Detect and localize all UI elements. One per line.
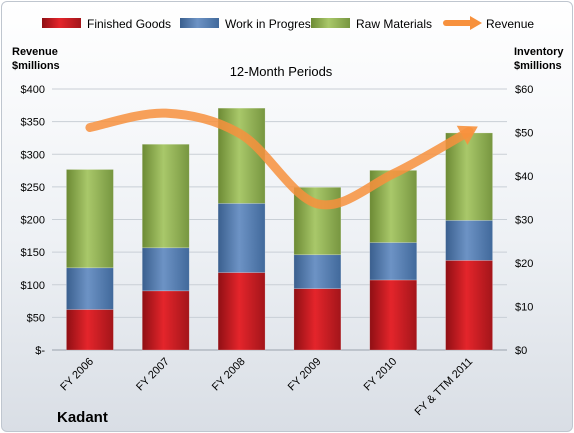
x-tick-label: FY 2007 [134, 356, 172, 394]
x-tick-label: FY 2008 [210, 356, 248, 394]
y-left-tick-label: $- [35, 345, 45, 357]
bar-work-in-progress [293, 254, 342, 289]
y-right-tick-label: $50 [515, 128, 533, 140]
x-tick-label: FY 2010 [362, 356, 400, 394]
y-left-title-line-2: $millions [12, 60, 60, 72]
y-left-tick-label: $200 [21, 215, 45, 227]
bar-finished-goods [293, 288, 342, 351]
x-tick-labels: FY 2006 FY 2007 FY 2008 FY 2009 FY 2010 FY & … [58, 356, 475, 419]
bar-finished-goods [66, 309, 114, 351]
legend-label-raw-materials: Raw Materials [356, 17, 432, 31]
y-left-tick-label: $250 [21, 182, 45, 194]
y-right-tick-label: $20 [515, 258, 533, 270]
legend-swatch-work-in-progress [180, 18, 219, 28]
y-left-title-line-1: Revenue [12, 46, 58, 58]
bar-work-in-progress [66, 267, 114, 310]
bar-work-in-progress [141, 247, 190, 292]
revenue-line-layer [85, 108, 478, 210]
y-right-title-line-2: $millions [514, 60, 562, 72]
legend: Finished Goods Work in Progress Raw Mate… [42, 16, 534, 31]
legend-swatch-finished-goods [42, 18, 81, 28]
bar-finished-goods [369, 279, 418, 351]
bar-finished-goods [141, 290, 190, 351]
legend-arrow-revenue [470, 16, 482, 30]
y-left-tick-label: $400 [21, 84, 45, 96]
bar-work-in-progress [369, 242, 418, 281]
bar-work-in-progress [217, 203, 266, 273]
bar-work-in-progress [445, 220, 493, 261]
y-right-tick-labels: $0 $10 $20 $30 $40 $50 $60 [515, 84, 533, 357]
x-tick-label: FY & TTM 2011 [413, 356, 476, 419]
y-left-tick-label: $100 [21, 280, 45, 292]
bar-raw-materials [445, 132, 493, 221]
y-right-tick-label: $30 [515, 215, 533, 227]
x-tick-label: FY 2009 [286, 356, 324, 394]
chart-title: 12-Month Periods [230, 64, 333, 79]
y-left-tick-label: $50 [27, 312, 45, 324]
bar-raw-materials [141, 143, 190, 249]
bar-finished-goods [217, 272, 266, 351]
revenue-line [85, 108, 474, 210]
revenue-line-arrowhead [456, 125, 478, 145]
company-name: Kadant [57, 409, 108, 426]
y-left-tick-labels: $- $50 $100 $150 $200 $250 $300 $350 $400 [21, 84, 46, 357]
legend-swatch-raw-materials [311, 18, 350, 28]
bar-finished-goods [445, 260, 493, 351]
y-left-tick-label: $150 [21, 247, 45, 259]
y-right-tick-label: $10 [515, 302, 533, 314]
y-right-tick-label: $40 [515, 171, 533, 183]
legend-label-finished-goods: Finished Goods [87, 17, 171, 31]
x-tick-label: FY 2006 [58, 356, 96, 394]
y-right-tick-label: $60 [515, 84, 533, 96]
bar-stacks [66, 107, 493, 351]
gridlines [52, 88, 507, 351]
y-left-tick-label: $350 [21, 117, 45, 129]
bar-raw-materials [66, 169, 114, 269]
y-right-title-line-1: Inventory [514, 46, 564, 58]
y-left-tick-label: $300 [21, 149, 45, 161]
y-right-tick-label: $0 [515, 345, 527, 357]
legend-label-revenue: Revenue [486, 17, 534, 31]
legend-label-work-in-progress: Work in Progress [225, 17, 317, 31]
